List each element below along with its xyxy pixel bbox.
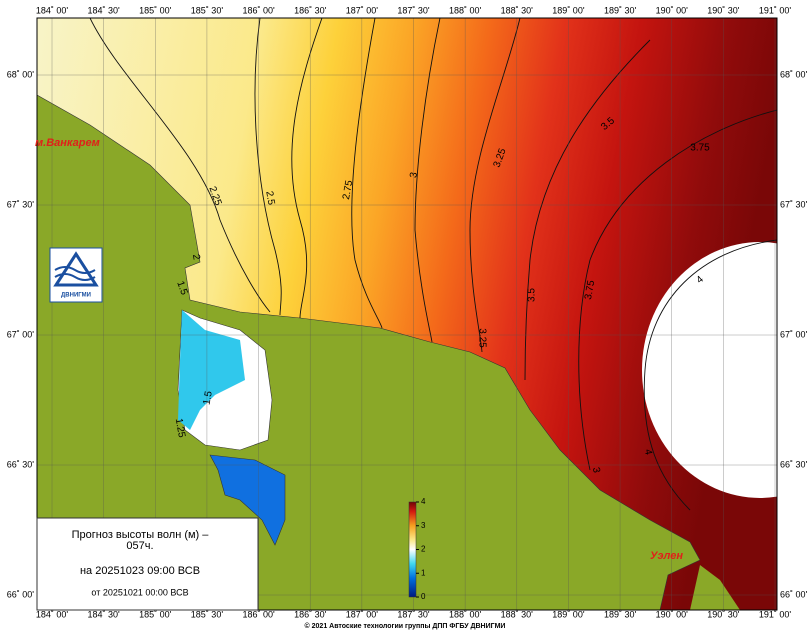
colorbar-tick-label: 2 <box>421 545 426 554</box>
contour-label: 2.75 <box>341 179 355 201</box>
isoline <box>578 109 777 471</box>
isoline <box>643 239 777 511</box>
map-area <box>37 18 777 610</box>
isoline <box>291 18 323 319</box>
isoline <box>351 18 383 329</box>
contour-label: 3.75 <box>583 279 597 301</box>
contour-label: 1.5 <box>174 280 189 297</box>
lon-label: 188˚ 30' <box>501 5 534 15</box>
lon-label: 189˚ 30' <box>604 5 637 15</box>
isoline <box>89 18 271 313</box>
isoline <box>414 18 441 343</box>
lat-label: 67˚ 30' <box>780 199 808 209</box>
lat-label: 66˚ 30' <box>7 459 35 469</box>
lat-label: 67˚ 30' <box>7 199 35 209</box>
colorbar-tick-label: 4 <box>421 497 426 506</box>
lon-label: 185˚ 30' <box>191 609 224 619</box>
logo-text: ДВНИГМИ <box>61 293 91 299</box>
land <box>37 94 701 610</box>
place-name: Уэлен <box>650 550 683 562</box>
colorbar <box>408 501 417 598</box>
lon-label: 188˚ 30' <box>501 609 534 619</box>
lon-label: 189˚ 00' <box>552 5 585 15</box>
contour-label: 3.5 <box>527 288 538 302</box>
lon-label: 188˚ 00' <box>449 609 482 619</box>
contour-label: 3.75 <box>690 143 710 154</box>
logo-mark <box>53 251 99 287</box>
lat-label: 68˚ 00' <box>780 69 808 79</box>
legend-valid: на 20251023 09:00 ВСВ <box>80 565 200 577</box>
lagoon-shallow <box>178 310 245 430</box>
max-zone <box>642 242 777 498</box>
lat-label: 66˚ 00' <box>780 589 808 599</box>
lon-label: 186˚ 00' <box>242 609 275 619</box>
place-name: м.Ванкарем <box>35 137 100 149</box>
lat-label: 66˚ 00' <box>7 589 35 599</box>
logo: ДВНИГМИ <box>49 247 103 303</box>
legend-box <box>36 517 259 611</box>
lon-label: 187˚ 00' <box>346 5 379 15</box>
contour-label: 3.25 <box>476 328 487 348</box>
logo-waves <box>54 266 96 281</box>
lon-label: 190˚ 00' <box>656 609 689 619</box>
contour-label: 2.5 <box>263 190 276 206</box>
isoline <box>469 18 521 353</box>
colorbar-tick-label: 1 <box>421 568 426 577</box>
isoline <box>524 39 651 381</box>
map-frame <box>36 17 778 611</box>
lon-label: 184˚ 30' <box>88 609 121 619</box>
colorbar-ticks: 0 1 2 3 4 <box>416 497 426 601</box>
lon-label: 186˚ 00' <box>242 5 275 15</box>
lat-label: 67˚ 00' <box>780 329 808 339</box>
lon-label: 187˚ 30' <box>397 5 430 15</box>
lon-label: 185˚ 30' <box>191 5 224 15</box>
legend-lead: 057ч. <box>126 540 153 552</box>
lon-label: 184˚ 00' <box>36 5 69 15</box>
lon-label: 185˚ 00' <box>139 609 172 619</box>
isoline <box>254 18 282 316</box>
lat-label: 66˚ 30' <box>780 459 808 469</box>
lon-label: 186˚ 30' <box>294 5 327 15</box>
lon-label: 190˚ 30' <box>707 5 740 15</box>
colorbar-tick-label: 3 <box>421 521 426 530</box>
contour-label: 4 <box>642 448 654 456</box>
lon-label: 186˚ 30' <box>294 609 327 619</box>
contour-label: 1.5 <box>202 390 215 406</box>
graticule <box>37 18 777 610</box>
lat-label: 68˚ 00' <box>7 69 35 79</box>
lat-label: 67˚ 00' <box>7 329 35 339</box>
land <box>690 565 740 610</box>
lon-label: 189˚ 00' <box>552 609 585 619</box>
contour-label: 1.25 <box>173 417 187 439</box>
contour-label: 3 <box>408 171 420 179</box>
lon-label: 187˚ 00' <box>346 609 379 619</box>
legend: Прогноз высоты волн (м) – 057ч. на 20251… <box>36 517 259 611</box>
colorbar-tick-label: 0 <box>421 592 426 601</box>
legend-title: Прогноз высоты волн (м) – <box>72 529 210 541</box>
contour-label: 4 <box>694 274 706 286</box>
lon-label: 189˚ 30' <box>604 609 637 619</box>
lon-label: 190˚ 30' <box>707 609 740 619</box>
contour-label: 2 <box>190 253 202 261</box>
lon-label: 190˚ 00' <box>656 5 689 15</box>
lon-label: 188˚ 00' <box>449 5 482 15</box>
lon-label: 187˚ 30' <box>397 609 430 619</box>
lon-label: 184˚ 30' <box>88 5 121 15</box>
lon-label: 184˚ 00' <box>36 609 69 619</box>
footer: © 2021 Автоские технологии группы ДПП ФГ… <box>305 622 506 630</box>
contour-label: 3 <box>590 466 602 474</box>
lon-label: 185˚ 00' <box>139 5 172 15</box>
lon-label: 191˚ 00' <box>759 609 792 619</box>
legend-issued: от 20251021 00:00 ВСВ <box>91 587 188 597</box>
lon-label: 191˚ 00' <box>759 5 792 15</box>
lagoon-deep <box>209 454 286 546</box>
